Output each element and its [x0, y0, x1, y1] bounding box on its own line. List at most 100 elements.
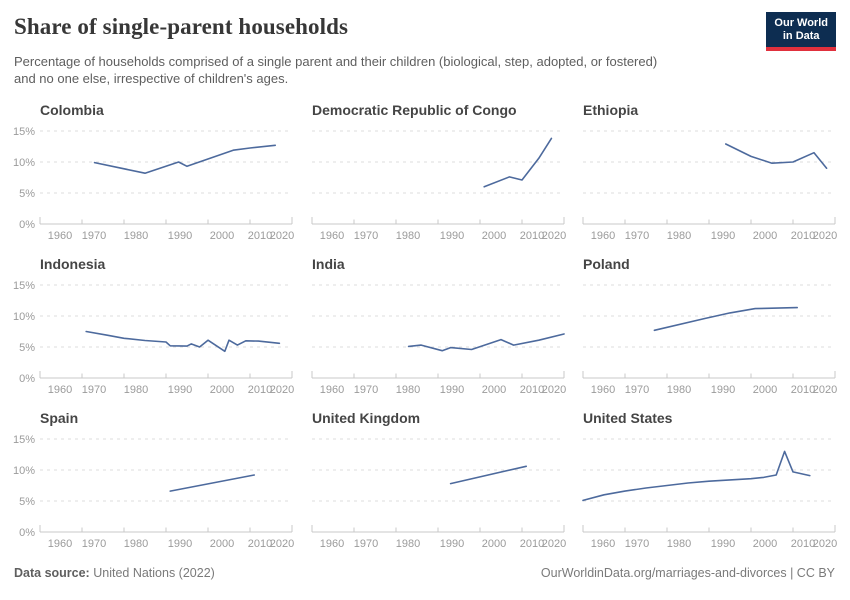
- x-tick-label: 2010: [520, 538, 544, 550]
- y-tick-label: 5%: [19, 342, 35, 354]
- chart-india: India 1960 1970 1980 1990 2000 2010 2020: [311, 256, 566, 400]
- x-tick-label: 2020: [813, 538, 837, 550]
- x-tick-label: 1980: [396, 384, 420, 396]
- y-tick-label: 10%: [13, 465, 35, 477]
- y-tick-label: 0%: [19, 219, 35, 231]
- chart-title: India: [312, 256, 345, 272]
- data-line-spain: [169, 474, 255, 492]
- x-tick-label: 2000: [482, 230, 506, 242]
- x-tick-label: 2020: [270, 230, 294, 242]
- owid-logo[interactable]: Our World in Data: [766, 12, 836, 51]
- x-tick-label: 1970: [354, 384, 378, 396]
- chart-title: Democratic Republic of Congo: [312, 102, 517, 118]
- x-tick-label: 2020: [813, 230, 837, 242]
- chart-title: Poland: [583, 256, 630, 272]
- chart-title: Ethiopia: [583, 102, 639, 118]
- x-tick-label: 1960: [48, 384, 72, 396]
- x-tick-label: 2010: [520, 230, 544, 242]
- x-tick-label: 1980: [667, 230, 691, 242]
- y-tick-label: 0%: [19, 373, 35, 385]
- x-tick-label: 1990: [440, 538, 464, 550]
- x-tick-label: 1990: [168, 384, 192, 396]
- x-tick-label: 2020: [542, 230, 566, 242]
- data-line-democratic-republic-of-congo: [483, 137, 553, 188]
- owid-logo-line1: Our World: [774, 17, 828, 29]
- x-tick-label: 2010: [248, 384, 272, 396]
- y-tick-label: 15%: [13, 434, 35, 446]
- x-tick-label: 1960: [320, 384, 344, 396]
- x-tick-label: 1980: [667, 538, 691, 550]
- chart-ethiopia: Ethiopia 1960 1970 1980 1990 2000 2010 2020: [582, 102, 837, 246]
- y-tick-label: 0%: [19, 527, 35, 539]
- x-tick-label: 1960: [48, 538, 72, 550]
- chart-title: Colombia: [40, 102, 104, 118]
- chart-footer: Data source: United Nations (2022) OurWo…: [14, 566, 835, 580]
- x-tick-label: 1990: [711, 538, 735, 550]
- data-source-value: United Nations (2022): [93, 566, 215, 580]
- chart-title: United States: [583, 410, 673, 426]
- x-tick-label: 1990: [440, 384, 464, 396]
- data-line-poland: [653, 306, 798, 332]
- x-tick-label: 1980: [396, 230, 420, 242]
- x-tick-label: 2020: [813, 384, 837, 396]
- chart-title: Spain: [40, 410, 79, 426]
- x-tick-label: 2000: [753, 538, 777, 550]
- x-tick-label: 2000: [482, 538, 506, 550]
- y-tick-label: 15%: [13, 280, 35, 292]
- x-tick-label: 2010: [248, 230, 272, 242]
- x-tick-label: 2010: [791, 230, 815, 242]
- x-tick-label: 1960: [320, 538, 344, 550]
- x-tick-label: 1980: [667, 384, 691, 396]
- data-line-ethiopia: [725, 143, 828, 170]
- y-tick-label: 5%: [19, 188, 35, 200]
- x-tick-label: 1990: [440, 230, 464, 242]
- x-tick-label: 1960: [591, 384, 615, 396]
- chart-poland: Poland 1960 1970 1980 1990 2000 2010 2020: [582, 256, 837, 400]
- x-tick-label: 2020: [542, 538, 566, 550]
- x-tick-label: 1980: [396, 538, 420, 550]
- x-tick-label: 1970: [625, 384, 649, 396]
- chart-spain: Spain 0% 5% 10% 15% 1960 1970 1980 1990 2000 2010 2…: [13, 410, 294, 554]
- x-tick-label: 2020: [542, 384, 566, 396]
- data-line-indonesia: [85, 330, 281, 353]
- x-tick-label: 2010: [248, 538, 272, 550]
- y-tick-label: 15%: [13, 126, 35, 138]
- y-tick-label: 10%: [13, 311, 35, 323]
- x-tick-label: 1990: [168, 230, 192, 242]
- x-tick-label: 1980: [124, 230, 148, 242]
- x-tick-label: 2000: [482, 384, 506, 396]
- data-line-united-kingdom: [449, 465, 527, 485]
- y-tick-label: 5%: [19, 496, 35, 508]
- x-tick-label: 2010: [791, 384, 815, 396]
- x-tick-label: 1960: [320, 230, 344, 242]
- x-tick-label: 1990: [711, 384, 735, 396]
- x-tick-label: 1970: [354, 230, 378, 242]
- x-tick-label: 1960: [591, 230, 615, 242]
- chart-colombia: Colombia 0% 5% 10% 15% 1960 1970 1980 1990 2000 20…: [13, 102, 294, 246]
- x-tick-label: 2000: [210, 538, 234, 550]
- data-source-note: Data source: United Nations (2022): [14, 566, 215, 580]
- x-tick-label: 2010: [520, 384, 544, 396]
- x-tick-label: 1980: [124, 384, 148, 396]
- x-tick-label: 1960: [48, 230, 72, 242]
- page-title: Share of single-parent households: [14, 14, 349, 39]
- chart-indonesia: Indonesia 0% 5% 10% 15% 1960 1970 1980 1990 2000 2…: [13, 256, 294, 400]
- x-tick-label: 1980: [124, 538, 148, 550]
- x-tick-label: 2010: [791, 538, 815, 550]
- data-line-united-states: [582, 450, 811, 502]
- x-tick-label: 2020: [270, 384, 294, 396]
- x-tick-label: 1990: [168, 538, 192, 550]
- data-source-label: Data source:: [14, 566, 90, 580]
- owid-url-note: OurWorldinData.org/marriages-and-divorce…: [540, 566, 835, 580]
- x-tick-label: 2000: [753, 230, 777, 242]
- chart-title: Indonesia: [40, 256, 106, 272]
- chart-democratic-republic-of-congo: Democratic Republic of Congo 1960 1970 1980…: [311, 102, 566, 246]
